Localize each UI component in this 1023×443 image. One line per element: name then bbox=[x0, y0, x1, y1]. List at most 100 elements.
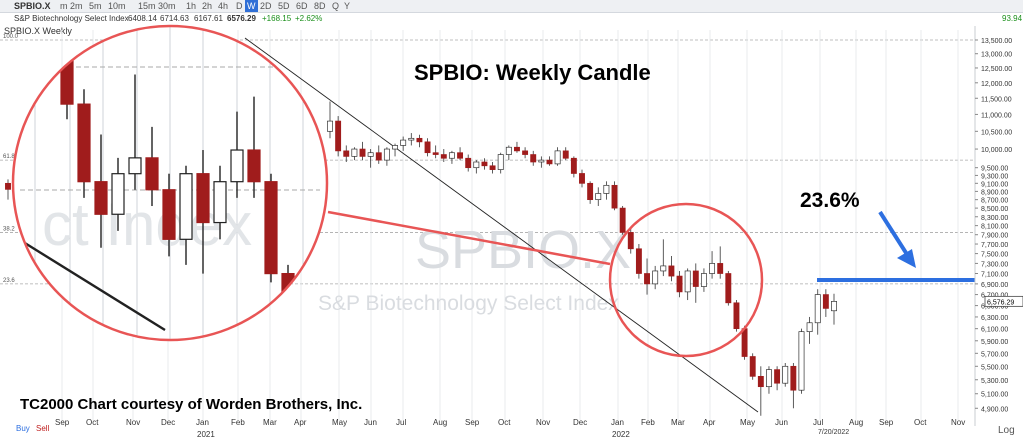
interval-4h[interactable]: 4h bbox=[218, 1, 229, 11]
interval-30m[interactable]: 30m bbox=[158, 1, 176, 11]
y-tick-label: 12,000.00 bbox=[981, 81, 1012, 88]
candle bbox=[375, 152, 382, 161]
zoom-candle bbox=[230, 149, 244, 183]
y-tick-label: 8,700.00 bbox=[981, 198, 1008, 205]
candle bbox=[457, 152, 464, 159]
interval-5d[interactable]: 5D bbox=[278, 1, 290, 11]
quote-last: 6576.29 bbox=[227, 14, 256, 23]
candle bbox=[611, 184, 618, 209]
candle bbox=[668, 265, 675, 277]
y-tick-label: 6,300.00 bbox=[981, 315, 1008, 322]
interval-w[interactable]: W bbox=[245, 0, 258, 12]
candle bbox=[814, 294, 821, 324]
month-label: Dec bbox=[161, 418, 175, 427]
toolbar-symbol[interactable]: SPBIO.X bbox=[14, 1, 51, 11]
candle bbox=[335, 120, 342, 152]
y-tick-label: 10,500.00 bbox=[981, 129, 1012, 136]
candle bbox=[579, 173, 585, 184]
buy-button[interactable]: Buy bbox=[16, 424, 30, 433]
candle bbox=[644, 273, 650, 285]
interval-d[interactable]: D bbox=[236, 1, 243, 11]
watermark-name: S&P Biotechnology Select Index bbox=[318, 292, 619, 315]
y-tick-label: 8,100.00 bbox=[981, 224, 1008, 231]
month-label: Jun bbox=[364, 418, 377, 427]
month-label: Sep bbox=[879, 418, 894, 427]
y-tick-label: 7,300.00 bbox=[981, 261, 1008, 268]
fib-label: 23.6 bbox=[3, 278, 15, 284]
candle bbox=[806, 322, 813, 333]
candle bbox=[774, 369, 781, 384]
month-label: Apr bbox=[703, 418, 716, 427]
y-axis-panel bbox=[975, 26, 1023, 426]
candle bbox=[408, 137, 415, 141]
y-tick-label: 5,900.00 bbox=[981, 339, 1008, 346]
symbol-name: S&P Biotechnology Select Index bbox=[14, 14, 129, 23]
y-tick-label: 8,300.00 bbox=[981, 215, 1008, 222]
zoom-circle bbox=[11, 24, 329, 342]
credit-text: TC2000 Chart courtesy of Worden Brothers… bbox=[20, 396, 363, 413]
zoom-trendline bbox=[19, 238, 166, 332]
candle bbox=[489, 165, 496, 170]
candle bbox=[351, 148, 358, 157]
interval-6d[interactable]: 6D bbox=[296, 1, 308, 11]
quote-change-pct: +2.62% bbox=[295, 14, 323, 23]
month-label: Jun bbox=[775, 418, 788, 427]
interval-5m[interactable]: 5m bbox=[89, 1, 102, 11]
candle bbox=[652, 270, 659, 285]
y-tick-label: 8,500.00 bbox=[981, 206, 1008, 213]
interval-2m[interactable]: 2m bbox=[70, 1, 83, 11]
quote-change: +168.15 bbox=[262, 14, 292, 23]
retracement-label: 23.6% bbox=[800, 189, 860, 212]
candle bbox=[546, 159, 553, 165]
candle bbox=[660, 265, 667, 272]
interval-2d[interactable]: 2D bbox=[260, 1, 272, 11]
y-tick-label: 7,900.00 bbox=[981, 233, 1008, 240]
candle bbox=[424, 141, 431, 154]
month-label: Nov bbox=[951, 418, 965, 427]
candle bbox=[327, 120, 333, 132]
interval-q[interactable]: Q bbox=[332, 1, 340, 11]
sell-button[interactable]: Sell bbox=[36, 424, 50, 433]
candle bbox=[440, 154, 447, 159]
month-label: Jul bbox=[396, 418, 406, 427]
zoom-candle bbox=[247, 149, 261, 183]
candle bbox=[676, 275, 683, 293]
month-label: Oct bbox=[498, 418, 511, 427]
candle bbox=[570, 157, 577, 174]
candle bbox=[343, 150, 350, 157]
log-toggle[interactable]: Log bbox=[998, 425, 1015, 436]
toolbar-right-value: 93.94 bbox=[1002, 14, 1023, 23]
highlight-circle bbox=[608, 202, 764, 358]
y-tick-label: 11,000.00 bbox=[981, 112, 1012, 119]
candle bbox=[497, 154, 504, 170]
interval-15m[interactable]: 15m bbox=[138, 1, 156, 11]
interval-8d[interactable]: 8D bbox=[314, 1, 326, 11]
zoom-candle bbox=[128, 157, 142, 175]
interval-y[interactable]: Y bbox=[344, 1, 351, 11]
interval-2h[interactable]: 2h bbox=[202, 1, 213, 11]
candle bbox=[603, 184, 610, 194]
month-label: Apr bbox=[294, 418, 307, 427]
month-label: Dec bbox=[573, 418, 587, 427]
candle bbox=[692, 270, 699, 287]
month-label: Nov bbox=[126, 418, 140, 427]
toolbar: SPBIO.X m 2m 5m 10m 15m 30m 1h 2h 4h D W… bbox=[0, 0, 1023, 23]
zoom-candle bbox=[77, 103, 91, 183]
candle bbox=[392, 145, 398, 150]
month-label: Jan bbox=[611, 418, 624, 427]
candle bbox=[522, 150, 529, 155]
fib-label: 61.8 bbox=[3, 154, 15, 160]
chart-label: SPBIO.X Weekly bbox=[4, 26, 72, 36]
candle bbox=[595, 193, 602, 201]
interval-m[interactable]: m bbox=[60, 1, 68, 11]
zoom-candle bbox=[213, 181, 227, 224]
candle bbox=[790, 365, 797, 391]
candle bbox=[635, 248, 642, 274]
candle bbox=[5, 182, 11, 190]
interval-10m[interactable]: 10m bbox=[108, 1, 126, 11]
candle bbox=[481, 161, 488, 167]
arrow-shaft bbox=[878, 210, 910, 258]
y-tick-label: 9,500.00 bbox=[981, 166, 1008, 173]
interval-1h[interactable]: 1h bbox=[186, 1, 197, 11]
